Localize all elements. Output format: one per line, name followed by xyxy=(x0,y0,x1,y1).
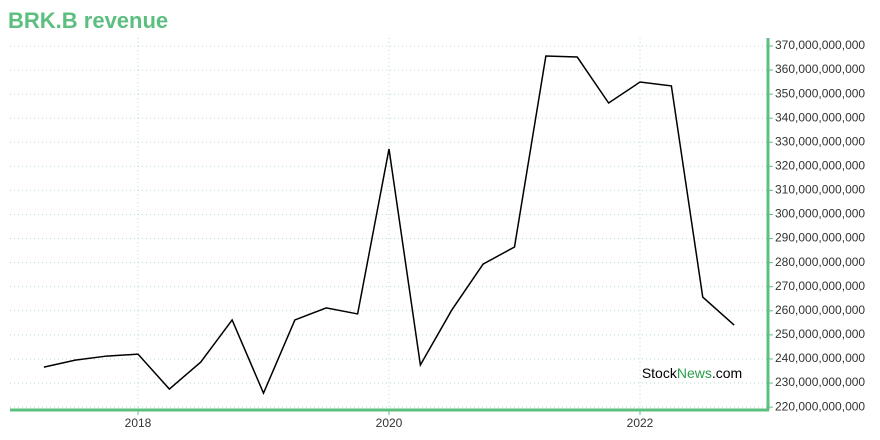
y-tick-label: 340,000,000,000 xyxy=(775,110,865,124)
y-tick-label: 320,000,000,000 xyxy=(775,159,865,173)
y-tick-label: 260,000,000,000 xyxy=(775,303,865,317)
x-tick-label: 2018 xyxy=(125,416,152,430)
watermark: StockNews.com xyxy=(642,365,742,381)
y-tick-label: 270,000,000,000 xyxy=(775,279,865,293)
y-tick-label: 300,000,000,000 xyxy=(775,207,865,221)
watermark-part: Stock xyxy=(642,365,678,381)
watermark-part: .com xyxy=(712,365,742,381)
chart-title: BRK.B revenue xyxy=(8,8,168,33)
y-tick-label: 290,000,000,000 xyxy=(775,231,865,245)
line xyxy=(43,55,735,396)
y-tick-label: 230,000,000,000 xyxy=(775,375,865,389)
y-tick-label: 350,000,000,000 xyxy=(775,86,865,100)
y-tick-label: 280,000,000,000 xyxy=(775,255,865,269)
x-tick-label: 2020 xyxy=(376,416,403,430)
y-tick-label: 220,000,000,000 xyxy=(775,399,865,413)
y-tick-label: 250,000,000,000 xyxy=(775,327,865,341)
y-tick-label: 330,000,000,000 xyxy=(775,134,865,148)
x-tick-label: 2022 xyxy=(627,416,654,430)
y-tick-label: 370,000,000,000 xyxy=(775,38,865,52)
y-tick-label: 360,000,000,000 xyxy=(775,62,865,76)
watermark-part: News xyxy=(677,365,712,381)
y-tick-label: 310,000,000,000 xyxy=(775,183,865,197)
y-tick-label: 240,000,000,000 xyxy=(775,351,865,365)
